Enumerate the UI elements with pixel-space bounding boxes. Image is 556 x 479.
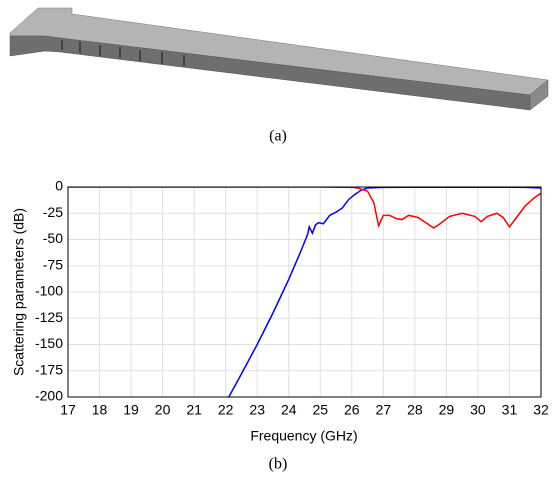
y-tick-label: 0: [55, 178, 63, 194]
x-tick-label: 22: [218, 402, 234, 418]
page: (a) (b) Frequency (GHz) Scattering param…: [0, 0, 556, 479]
x-tick-label: 25: [312, 402, 328, 418]
y-tick-label: -200: [35, 388, 63, 404]
x-tick-label: 29: [439, 402, 455, 418]
x-tick-label: 24: [281, 402, 297, 418]
y-tick-label: -175: [35, 361, 63, 377]
x-tick-label: 30: [470, 402, 486, 418]
x-tick-label: 28: [407, 402, 423, 418]
figure: (a) (b) Frequency (GHz) Scattering param…: [0, 0, 556, 479]
waveguide-render: [10, 8, 548, 110]
y-axis-label: Scattering parameters (dB): [11, 208, 27, 376]
x-tick-label: 21: [186, 402, 202, 418]
panel-label: (a): [269, 128, 287, 145]
panel-label: (b): [269, 456, 288, 473]
x-tick-label: 27: [376, 402, 392, 418]
x-tick-label: 26: [344, 402, 360, 418]
x-tick-label: 18: [92, 402, 108, 418]
x-tick-label: 23: [249, 402, 265, 418]
x-tick-label: 17: [60, 402, 76, 418]
y-tick-label: -50: [43, 230, 63, 246]
x-axis-label: Frequency (GHz): [250, 428, 357, 444]
series-line: [68, 187, 541, 228]
y-tick-label: -75: [43, 256, 63, 272]
y-tick-label: -150: [35, 335, 63, 351]
x-tick-label: 31: [502, 402, 518, 418]
x-tick-label: 32: [533, 402, 549, 418]
y-tick-label: -125: [35, 309, 63, 325]
x-tick-label: 19: [123, 402, 139, 418]
y-tick-label: -100: [35, 283, 63, 299]
y-tick-label: -25: [43, 204, 63, 220]
x-tick-label: 20: [155, 402, 171, 418]
